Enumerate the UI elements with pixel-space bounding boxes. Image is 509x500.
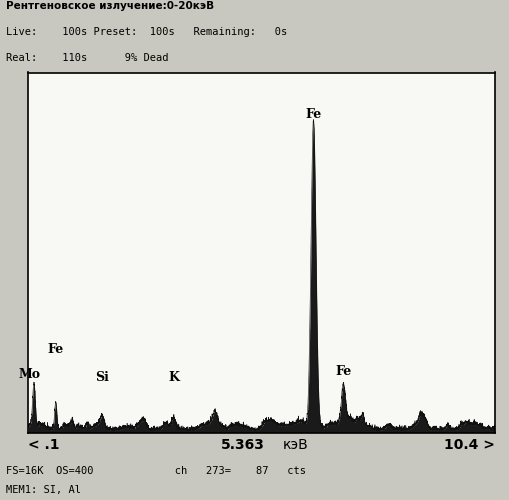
Text: FS=16K  OS=400             ch   273=    87   cts: FS=16K OS=400 ch 273= 87 cts (6, 466, 305, 476)
Text: Mo: Mo (18, 368, 40, 380)
Text: Fe: Fe (334, 364, 351, 378)
Text: K: K (167, 370, 179, 384)
Text: Real:    110s      9% Dead: Real: 110s 9% Dead (6, 52, 168, 62)
Text: MEM1: SI, Al: MEM1: SI, Al (6, 485, 81, 495)
Text: Live:    100s Preset:  100s   Remaining:   0s: Live: 100s Preset: 100s Remaining: 0s (6, 27, 287, 37)
Text: < .1: < .1 (28, 438, 60, 452)
Text: Fe: Fe (47, 343, 64, 356)
Text: Si: Si (95, 370, 109, 384)
Text: кэВ: кэВ (282, 438, 307, 452)
Text: Fe: Fe (305, 108, 321, 122)
Text: 10.4 >: 10.4 > (443, 438, 494, 452)
Text: 5.363: 5.363 (220, 438, 264, 452)
Text: Рентгеновское излучение:0-20кэВ: Рентгеновское излучение:0-20кэВ (6, 2, 214, 12)
